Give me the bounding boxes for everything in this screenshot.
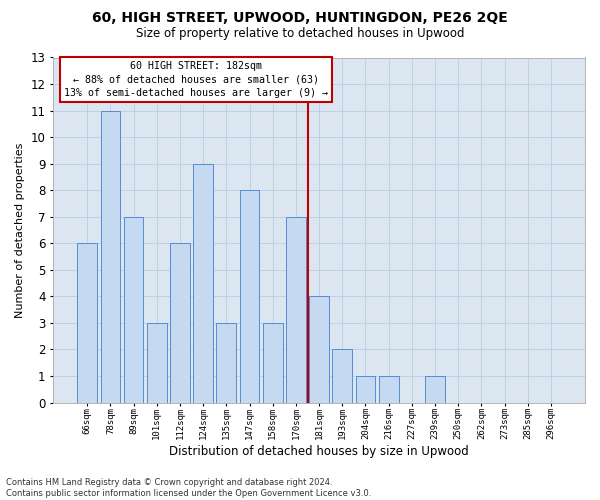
Bar [286, 216, 306, 402]
Bar [425, 376, 445, 402]
Bar [101, 110, 120, 403]
Text: 60, HIGH STREET, UPWOOD, HUNTINGDON, PE26 2QE: 60, HIGH STREET, UPWOOD, HUNTINGDON, PE2… [92, 12, 508, 26]
Text: 60 HIGH STREET: 182sqm
← 88% of detached houses are smaller (63)
13% of semi-det: 60 HIGH STREET: 182sqm ← 88% of detached… [64, 62, 328, 98]
Text: Contains HM Land Registry data © Crown copyright and database right 2024.
Contai: Contains HM Land Registry data © Crown c… [6, 478, 371, 498]
X-axis label: Distribution of detached houses by size in Upwood: Distribution of detached houses by size … [169, 444, 469, 458]
Bar [309, 296, 329, 403]
Bar [217, 323, 236, 402]
Bar [124, 216, 143, 402]
Y-axis label: Number of detached properties: Number of detached properties [15, 142, 25, 318]
Bar [193, 164, 213, 402]
Bar [379, 376, 398, 402]
Bar [77, 244, 97, 402]
Text: Size of property relative to detached houses in Upwood: Size of property relative to detached ho… [136, 28, 464, 40]
Bar [356, 376, 376, 402]
Bar [332, 350, 352, 403]
Bar [170, 244, 190, 402]
Bar [147, 323, 167, 402]
Bar [263, 323, 283, 402]
Bar [239, 190, 259, 402]
